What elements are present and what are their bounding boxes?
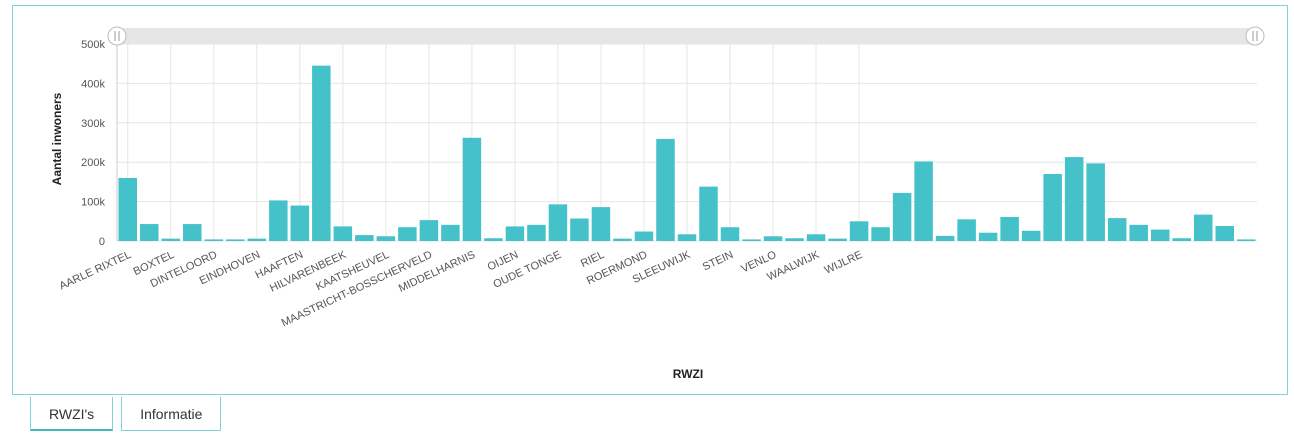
bar[interactable]: [785, 238, 804, 241]
y-tick-label: 500k: [81, 39, 105, 51]
bar[interactable]: [1043, 174, 1062, 241]
bar[interactable]: [247, 238, 267, 241]
bar[interactable]: [1064, 157, 1084, 241]
bar[interactable]: [398, 227, 417, 241]
bar[interactable]: [957, 219, 976, 241]
scrollbar-track[interactable]: [117, 28, 1259, 44]
chart-panel: 0 100k 200k 300k 400k 500k AARLE RIXTEL BOXTEL…: [12, 5, 1288, 395]
y-tick-label: 400k: [81, 78, 105, 90]
x-tick-label: STEIN: [701, 249, 735, 274]
bar[interactable]: [763, 236, 783, 241]
bar[interactable]: [204, 239, 224, 241]
bar[interactable]: [1086, 163, 1105, 241]
bar[interactable]: [1150, 229, 1170, 241]
bar[interactable]: [849, 221, 869, 241]
bar[interactable]: [742, 239, 761, 241]
y-axis-title: Aantal inwoners: [50, 92, 64, 185]
tab-informatie[interactable]: Informatie: [121, 397, 222, 431]
bar[interactable]: [1107, 218, 1127, 241]
bar[interactable]: [419, 220, 439, 241]
bar[interactable]: [161, 238, 181, 241]
bar[interactable]: [1172, 238, 1191, 241]
bar[interactable]: [699, 186, 718, 241]
bar[interactable]: [570, 218, 589, 241]
bar[interactable]: [527, 224, 546, 241]
bars: [118, 65, 1256, 241]
bar[interactable]: [269, 200, 288, 241]
bar[interactable]: [871, 227, 890, 241]
bar[interactable]: [677, 234, 697, 241]
scrollbar-handle-left[interactable]: [107, 26, 127, 46]
bar[interactable]: [978, 232, 998, 241]
x-axis-ticks: AARLE RIXTELBOXTELDINTELOORDEINDHOVENHAA…: [58, 249, 865, 330]
bar[interactable]: [806, 234, 826, 241]
bar[interactable]: [441, 224, 460, 241]
grid-lines: [116, 43, 1257, 242]
y-tick-label: 300k: [81, 118, 105, 130]
bar[interactable]: [1215, 226, 1234, 241]
bar[interactable]: [935, 235, 955, 241]
bar[interactable]: [118, 177, 138, 241]
bar[interactable]: [914, 161, 933, 241]
bar[interactable]: [333, 226, 353, 241]
bar[interactable]: [484, 238, 503, 241]
bar[interactable]: [140, 224, 159, 241]
x-tick-label: MIDDELHARNIS: [397, 249, 477, 295]
bar[interactable]: [1129, 224, 1148, 241]
y-tick-label: 100k: [81, 197, 105, 209]
bar[interactable]: [548, 204, 568, 241]
bar[interactable]: [656, 138, 675, 241]
bar[interactable]: [462, 137, 482, 241]
tab-bar: RWZI's Informatie: [30, 397, 229, 433]
bar[interactable]: [591, 207, 611, 241]
bar[interactable]: [1237, 239, 1256, 241]
x-tick-label: AARLE RIXTEL: [58, 249, 133, 293]
bar[interactable]: [892, 192, 912, 241]
bar[interactable]: [290, 205, 310, 241]
x-tick-label: RIEL: [579, 249, 606, 270]
bar[interactable]: [828, 238, 847, 241]
bar[interactable]: [226, 239, 245, 241]
bar-chart: 0 100k 200k 300k 400k 500k AARLE RIXTELBOXTEL…: [50, 26, 1265, 381]
bar[interactable]: [1000, 216, 1019, 241]
bar[interactable]: [183, 224, 202, 241]
y-axis-ticks: 0 100k 200k 300k 400k 500k: [81, 39, 105, 248]
y-tick-label: 0: [99, 236, 105, 248]
bar[interactable]: [505, 226, 525, 241]
bar[interactable]: [1193, 214, 1213, 241]
bar[interactable]: [376, 236, 396, 241]
bar[interactable]: [355, 235, 374, 241]
bar[interactable]: [720, 227, 740, 241]
zoom-scrollbar[interactable]: [107, 26, 1265, 46]
bar[interactable]: [634, 231, 654, 241]
x-tick-label: WIJLRE: [823, 249, 865, 277]
bar[interactable]: [1021, 230, 1041, 241]
bar[interactable]: [613, 238, 632, 241]
bar[interactable]: [312, 65, 331, 241]
scrollbar-handle-right[interactable]: [1245, 26, 1265, 46]
y-tick-label: 200k: [81, 157, 105, 169]
tab-rwzis[interactable]: RWZI's: [30, 397, 114, 431]
x-axis-title: RWZI: [673, 367, 703, 381]
